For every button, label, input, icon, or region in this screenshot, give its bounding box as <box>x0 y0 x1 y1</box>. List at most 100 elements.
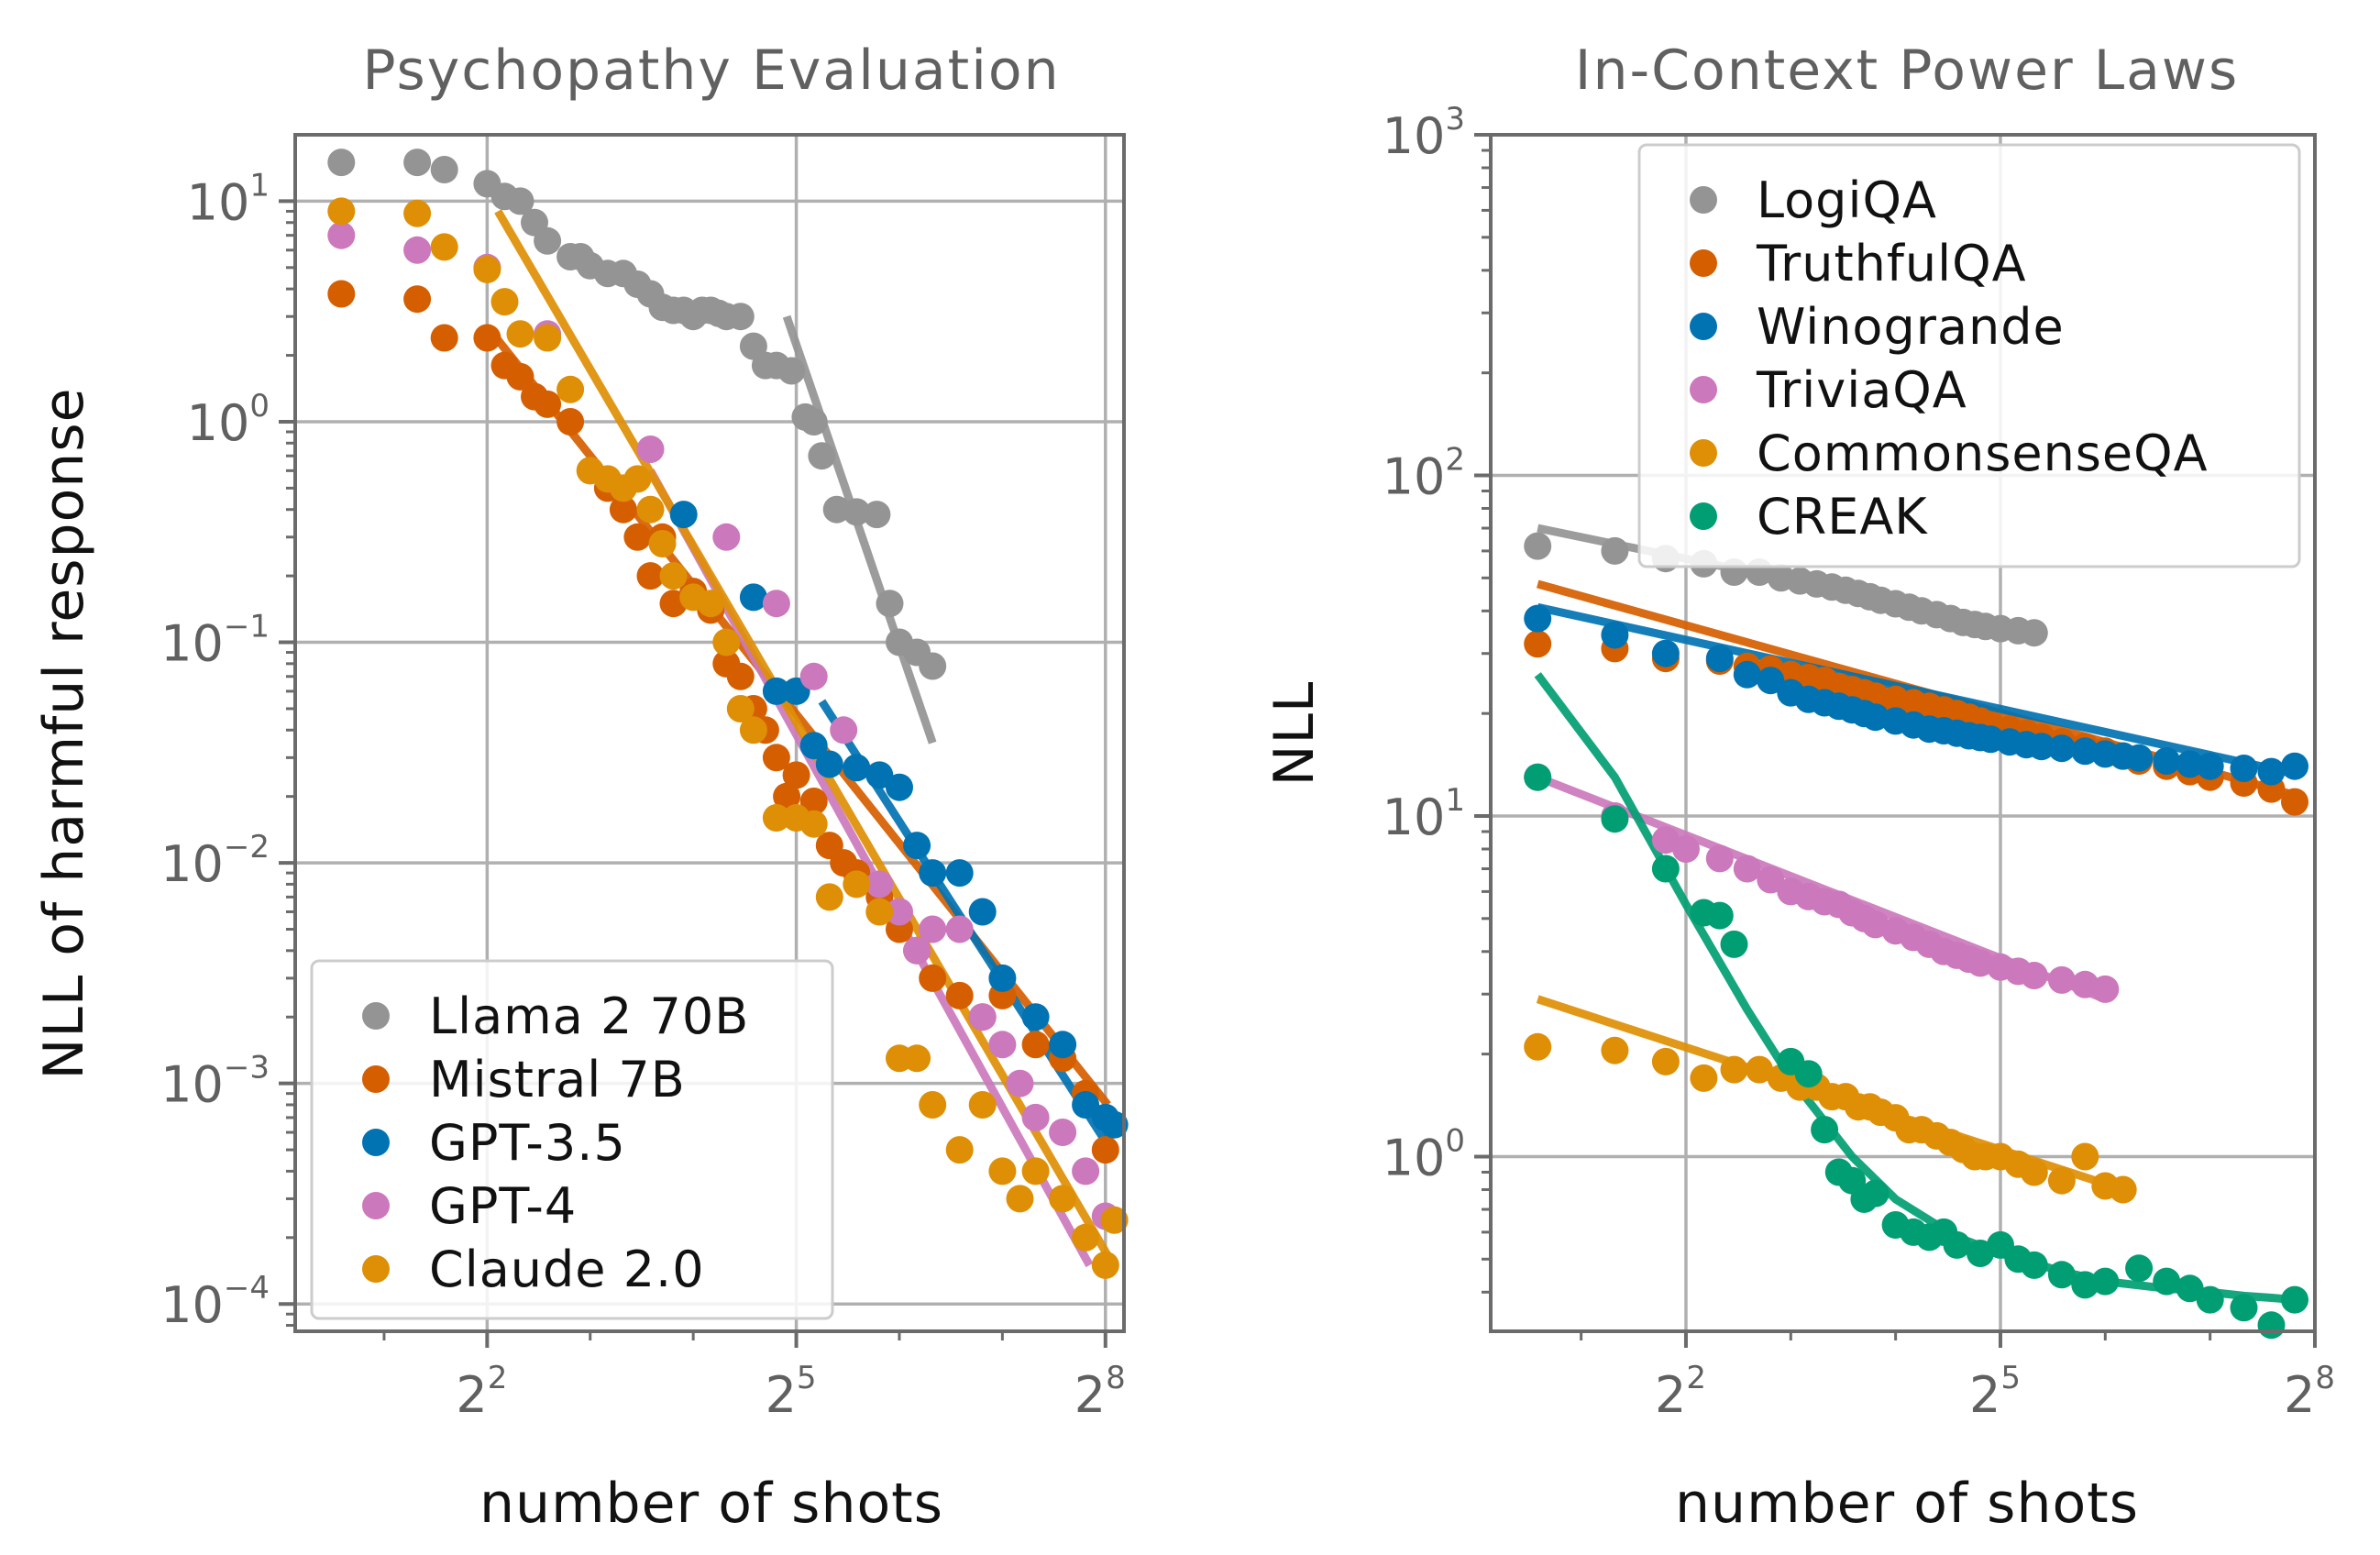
data-point <box>799 788 828 815</box>
data-point <box>2091 1267 2120 1296</box>
psychopathy-evaluation-chart: 101 100 10−1 10−2 10−3 10−4 22 25 28 Psychopathy… <box>32 39 1129 1536</box>
data-point <box>1601 805 1629 833</box>
legend-label: GPT-4 <box>429 1177 577 1235</box>
y-tick-label: 101 <box>187 167 270 231</box>
data-point <box>1757 866 1785 894</box>
data-point <box>534 390 562 418</box>
chart-title: In-Context Power Laws <box>1575 39 2240 103</box>
data-point <box>2047 1261 2076 1289</box>
data-point <box>1746 1055 1773 1084</box>
data-point <box>1811 1116 1839 1144</box>
data-point <box>1943 1230 1971 1259</box>
data-points <box>327 149 1129 1279</box>
data-point <box>1006 1069 1034 1097</box>
data-point <box>1601 1036 1629 1064</box>
data-point <box>1651 855 1680 883</box>
data-point <box>2176 750 2204 778</box>
data-point <box>2020 1158 2048 1186</box>
data-point <box>403 285 432 314</box>
data-point <box>2196 752 2224 780</box>
data-point <box>945 859 974 888</box>
legend-frame <box>1637 143 2301 568</box>
data-point <box>2091 975 2120 1003</box>
y-tick-label: 103 <box>1383 101 1465 165</box>
x-tick-label: 28 <box>2284 1360 2335 1424</box>
data-point <box>712 628 741 656</box>
data-point <box>1049 1031 1077 1059</box>
data-point <box>1757 667 1785 695</box>
data-point <box>799 408 828 436</box>
data-point <box>815 883 843 911</box>
x-tick-label: 25 <box>1969 1360 2021 1424</box>
data-point <box>1705 901 1734 930</box>
data-point <box>2281 752 2308 780</box>
data-point <box>762 804 790 832</box>
data-point <box>988 1031 1017 1059</box>
legend-marker <box>362 1255 390 1283</box>
data-point <box>968 1003 997 1031</box>
data-point <box>2153 747 2181 775</box>
data-point <box>1072 1157 1100 1186</box>
data-point <box>1690 1064 1718 1092</box>
data-point <box>403 236 432 264</box>
data-point <box>988 964 1017 992</box>
data-point <box>1021 1157 1050 1186</box>
legend-marker <box>1690 439 1717 467</box>
data-point <box>556 375 585 403</box>
x-tick-label: 25 <box>766 1360 817 1424</box>
data-point <box>327 280 356 308</box>
data-point <box>863 501 891 529</box>
data-point <box>636 436 665 463</box>
data-point <box>2257 757 2286 786</box>
data-point <box>2071 737 2099 766</box>
y-tick-label: 10−4 <box>160 1270 270 1334</box>
legend-label: Winogrande <box>1757 298 2065 356</box>
data-points <box>1524 532 2308 1340</box>
data-point <box>945 1136 974 1164</box>
data-point <box>968 898 997 926</box>
legend-marker <box>1690 502 1717 530</box>
legend-label: CREAK <box>1757 488 1928 546</box>
data-point <box>799 662 828 690</box>
data-point <box>1006 1185 1034 1213</box>
data-point <box>1049 1185 1077 1213</box>
data-point <box>919 964 947 992</box>
legend-marker <box>1690 313 1717 340</box>
data-point <box>2230 1294 2258 1322</box>
data-point <box>808 442 836 470</box>
data-point <box>2109 1175 2137 1204</box>
data-point <box>1049 1119 1077 1146</box>
data-point <box>726 662 755 690</box>
y-tick-label: 10−2 <box>160 829 270 893</box>
data-point <box>2027 733 2055 761</box>
data-point <box>697 590 725 618</box>
data-point <box>799 810 828 838</box>
data-point <box>648 530 677 557</box>
x-axis-label: number of shots <box>479 1472 943 1536</box>
data-point <box>886 898 913 926</box>
data-point <box>712 523 741 551</box>
data-point <box>659 562 688 590</box>
data-point <box>2047 965 2076 994</box>
data-point <box>506 320 534 348</box>
data-point <box>945 915 974 943</box>
y-axis-label: NLL of harmful response <box>32 388 96 1080</box>
data-point <box>919 652 947 680</box>
data-point <box>473 255 501 283</box>
legend-marker <box>362 1192 390 1219</box>
data-point <box>2176 1274 2204 1303</box>
data-point <box>2020 962 2048 989</box>
data-point <box>1672 835 1700 863</box>
data-point <box>2230 755 2258 782</box>
data-point <box>430 156 458 183</box>
plot-frame <box>293 133 1126 1333</box>
data-point <box>762 590 790 618</box>
data-point <box>1794 1060 1823 1088</box>
y-axis-label: NLL <box>1262 681 1327 787</box>
data-point <box>1524 604 1552 633</box>
data-point <box>1524 1032 1552 1061</box>
legend-marker <box>362 1002 390 1030</box>
data-point <box>777 357 806 385</box>
data-point <box>865 870 894 899</box>
